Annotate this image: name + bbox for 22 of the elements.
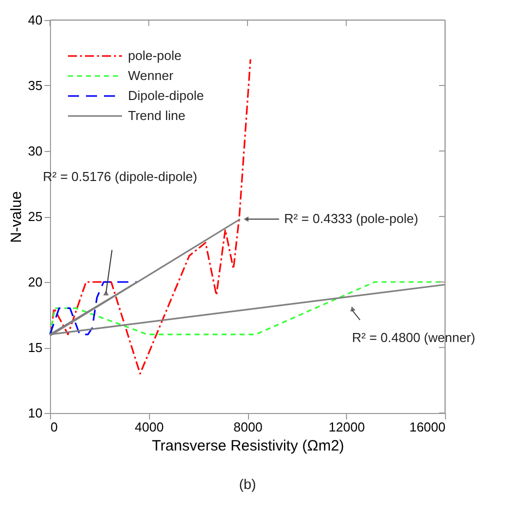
y-tick-label: 25: [28, 209, 42, 224]
x-tick-label: 0: [50, 420, 58, 434]
legend-label: Trend line: [128, 108, 186, 123]
annotation: R² = 0.4800 (wenner): [352, 330, 476, 345]
annotation: R² = 0.4333 (pole-pole): [284, 211, 418, 226]
x-tick-label: 4000: [134, 420, 164, 434]
legend-label: Dipole-dipole: [128, 88, 204, 103]
y-tick-label: 10: [28, 406, 42, 420]
y-axis-title: N-value: [8, 191, 26, 243]
y-tick-label: 20: [28, 274, 42, 290]
y-tick-label: 15: [28, 340, 42, 355]
text: (b): [238, 476, 256, 492]
y-tick-label: 30: [28, 144, 42, 158]
y-tick-label: 35: [28, 78, 42, 93]
x-tick-label: 16000: [409, 420, 446, 434]
legend-label: Wenner: [128, 68, 174, 83]
legend-label: pole-pole: [128, 48, 182, 63]
y-tick-label: 40: [28, 12, 42, 28]
x-tick-label: 8000: [234, 420, 262, 434]
x-tick-label: 12000: [328, 420, 365, 434]
annotation: R² = 0.5176 (dipole-dipole): [42, 169, 198, 184]
x-axis-title: Transverse Resistivity (Ωm2): [152, 438, 344, 454]
